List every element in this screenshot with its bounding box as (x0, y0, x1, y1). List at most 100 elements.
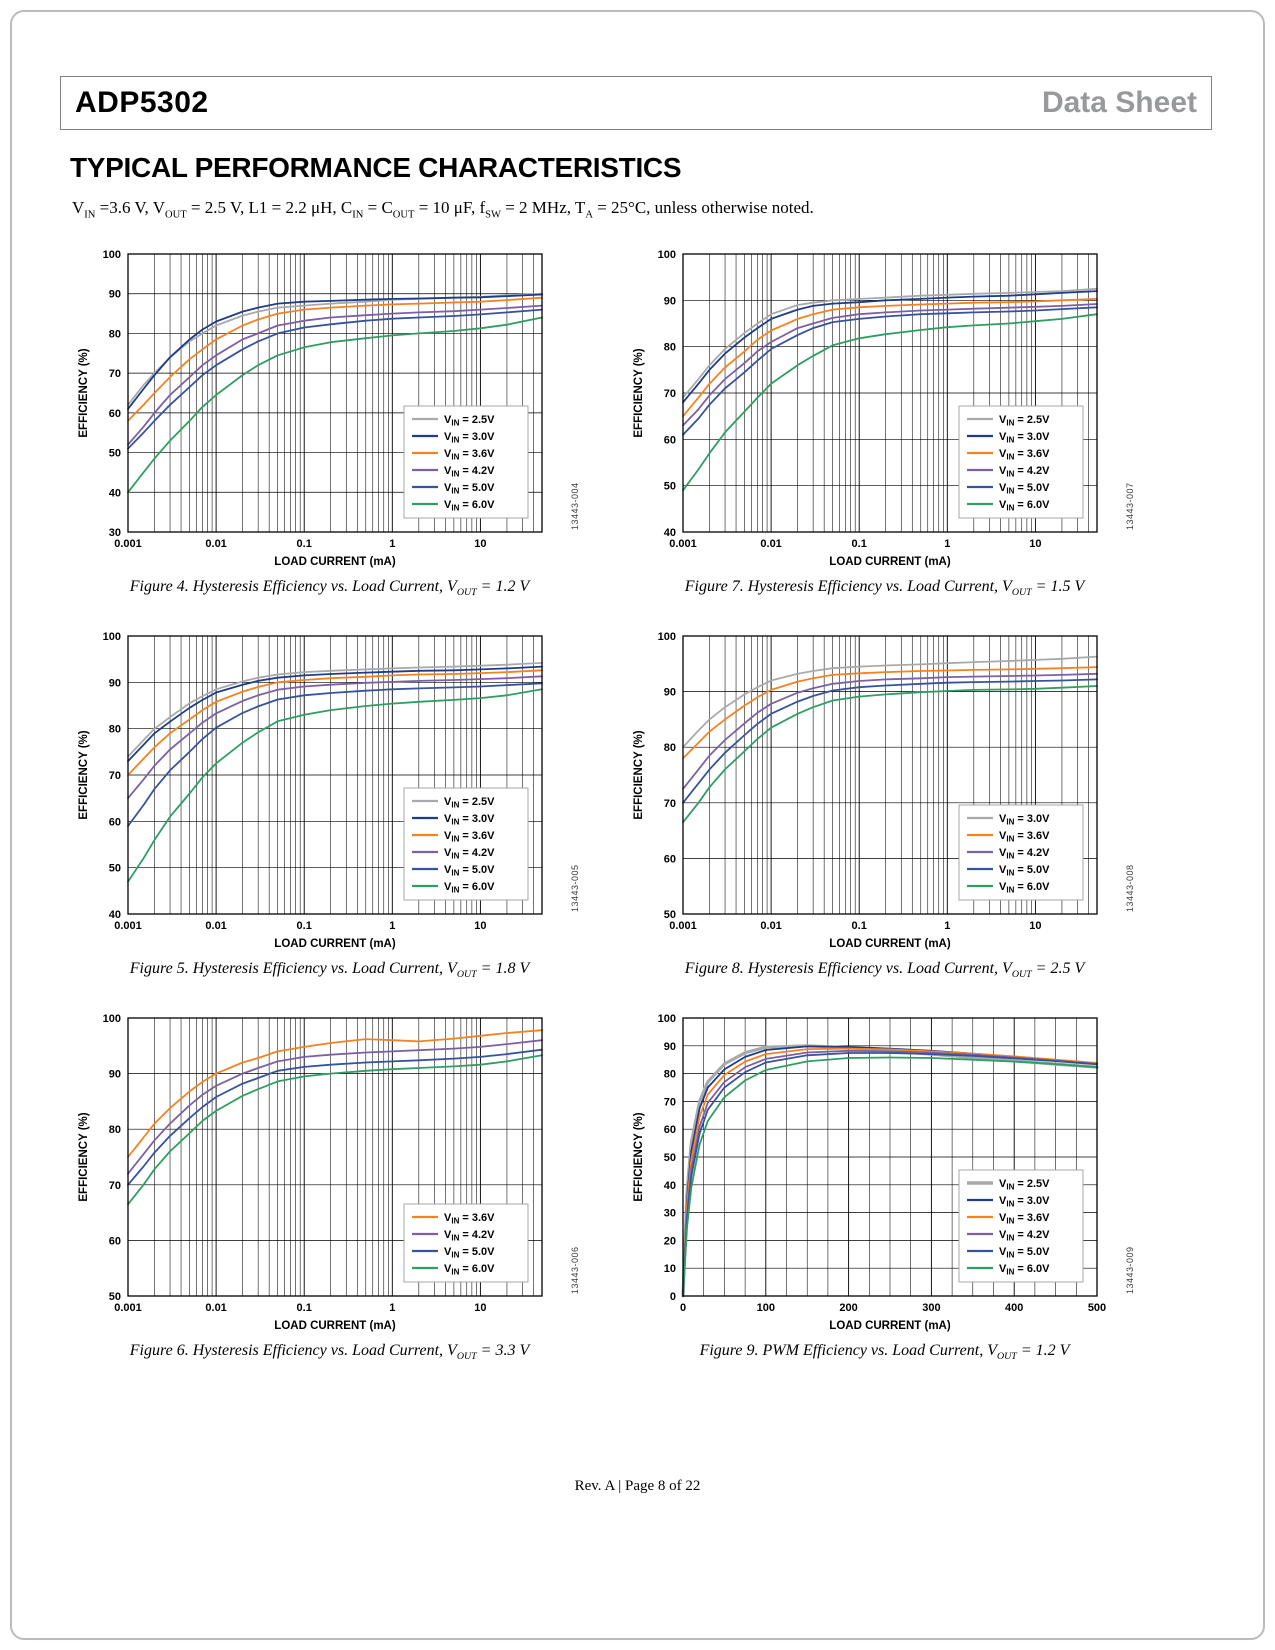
svg-text:13443-007: 13443-007 (1125, 482, 1135, 530)
svg-text:VIN = 3.6V: VIN = 3.6V (444, 1212, 495, 1226)
svg-text:VIN = 3.0V: VIN = 3.0V (999, 1195, 1050, 1209)
svg-text:0.001: 0.001 (114, 1302, 142, 1314)
figure-caption: Figure 6. Hysteresis Efficiency vs. Load… (129, 1342, 530, 1363)
svg-text:40: 40 (664, 527, 676, 539)
svg-text:90: 90 (109, 289, 121, 301)
svg-text:50: 50 (109, 1291, 121, 1303)
svg-text:LOAD CURRENT (mA): LOAD CURRENT (mA) (829, 556, 951, 568)
svg-text:80: 80 (109, 328, 121, 340)
svg-text:1: 1 (389, 1302, 395, 1314)
svg-text:100: 100 (103, 631, 121, 643)
svg-text:100: 100 (757, 1302, 775, 1314)
svg-text:0.001: 0.001 (669, 538, 697, 550)
chart-figure-5: 0.001 0.01 0.1 1 10 40 50 60 70 80 90 100 LOAD CURRE… (72, 622, 587, 981)
svg-text:0.1: 0.1 (852, 538, 867, 550)
svg-text:10: 10 (474, 920, 486, 932)
svg-text:60: 60 (109, 816, 121, 828)
svg-text:0.1: 0.1 (297, 920, 312, 932)
svg-text:80: 80 (664, 342, 676, 354)
svg-text:EFFICIENCY (%): EFFICIENCY (%) (633, 1112, 645, 1201)
svg-text:EFFICIENCY (%): EFFICIENCY (%) (78, 1112, 90, 1201)
svg-text:0.001: 0.001 (114, 920, 142, 932)
svg-text:70: 70 (664, 798, 676, 810)
svg-text:1: 1 (389, 920, 395, 932)
svg-text:VIN = 6.0V: VIN = 6.0V (444, 1263, 495, 1277)
svg-text:10: 10 (474, 538, 486, 550)
svg-text:100: 100 (658, 249, 676, 261)
svg-text:VIN = 5.0V: VIN = 5.0V (444, 1246, 495, 1260)
svg-text:VIN = 3.0V: VIN = 3.0V (999, 813, 1050, 827)
efficiency-chart-vout-1v8: 0.001 0.01 0.1 1 10 40 50 60 70 80 90 100 LOAD CURRE… (78, 631, 580, 950)
svg-text:70: 70 (109, 1180, 121, 1192)
svg-text:0: 0 (670, 1291, 676, 1303)
svg-text:10: 10 (474, 1302, 486, 1314)
svg-text:70: 70 (109, 770, 121, 782)
svg-text:0.001: 0.001 (669, 920, 697, 932)
svg-text:400: 400 (1005, 1302, 1023, 1314)
svg-text:VIN = 5.0V: VIN = 5.0V (999, 864, 1050, 878)
svg-text:VIN = 4.2V: VIN = 4.2V (444, 847, 495, 861)
svg-text:VIN = 2.5V: VIN = 2.5V (999, 1178, 1050, 1192)
svg-text:200: 200 (839, 1302, 857, 1314)
section-title: TYPICAL PERFORMANCE CHARACTERISTICS (70, 152, 682, 183)
svg-text:500: 500 (1088, 1302, 1106, 1314)
svg-text:0.01: 0.01 (205, 1302, 226, 1314)
chart-figure-8: 0.001 0.01 0.1 1 10 50 60 70 80 90 100 LOAD CURRENT… (627, 622, 1142, 981)
svg-text:0.01: 0.01 (760, 920, 781, 932)
svg-text:VIN = 3.6V: VIN = 3.6V (444, 830, 495, 844)
svg-text:70: 70 (664, 388, 676, 400)
figure-caption: Figure 8. Hysteresis Efficiency vs. Load… (684, 960, 1085, 981)
svg-text:0.1: 0.1 (297, 1302, 312, 1314)
svg-text:100: 100 (103, 1013, 121, 1025)
svg-text:40: 40 (109, 909, 121, 921)
svg-text:0.001: 0.001 (114, 538, 142, 550)
svg-text:LOAD CURRENT (mA): LOAD CURRENT (mA) (274, 938, 396, 950)
svg-text:VIN = 3.6V: VIN = 3.6V (999, 1212, 1050, 1226)
efficiency-chart-vout-1v2: 0.001 0.01 0.1 1 10 30 40 50 60 70 80 90 100 LOAD CUR… (78, 249, 580, 568)
svg-text:0.1: 0.1 (297, 538, 312, 550)
chart-figure-9: 0 100 200 300 400 500 0 10 20 30 40 50 60 70 80 90 100 LO… (627, 1004, 1142, 1362)
svg-text:10: 10 (1029, 538, 1041, 550)
svg-text:VIN = 5.0V: VIN = 5.0V (444, 482, 495, 496)
svg-text:70: 70 (664, 1096, 676, 1108)
svg-text:13443-009: 13443-009 (1125, 1246, 1135, 1294)
svg-text:VIN = 5.0V: VIN = 5.0V (444, 864, 495, 878)
figure-caption: Figure 7. Hysteresis Efficiency vs. Load… (684, 578, 1085, 599)
svg-text:1: 1 (389, 538, 395, 550)
svg-text:VIN = 2.5V: VIN = 2.5V (444, 796, 495, 810)
svg-text:90: 90 (109, 1069, 121, 1081)
svg-text:VIN = 3.6V: VIN = 3.6V (999, 830, 1050, 844)
svg-text:30: 30 (109, 527, 121, 539)
svg-text:EFFICIENCY (%): EFFICIENCY (%) (633, 348, 645, 437)
svg-text:80: 80 (109, 1124, 121, 1136)
svg-text:80: 80 (664, 1069, 676, 1081)
svg-text:300: 300 (922, 1302, 940, 1314)
efficiency-chart-vout-3v3: 0.001 0.01 0.1 1 10 50 60 70 80 90 100 LOAD CURRENT… (78, 1013, 580, 1332)
conditions-text: VIN =3.6 V, VOUT = 2.5 V, L1 = 2.2 μH, C… (72, 198, 814, 221)
svg-text:VIN = 5.0V: VIN = 5.0V (999, 1246, 1050, 1260)
figure-caption: Figure 5. Hysteresis Efficiency vs. Load… (129, 960, 530, 981)
svg-text:1: 1 (944, 538, 950, 550)
svg-text:100: 100 (103, 249, 121, 261)
chart-figure-6: 0.001 0.01 0.1 1 10 50 60 70 80 90 100 LOAD CURRENT… (72, 1004, 587, 1363)
charts-grid: 0.001 0.01 0.1 1 10 30 40 50 60 70 80 90 100 LOAD CUR… (72, 240, 1142, 1363)
svg-text:VIN = 6.0V: VIN = 6.0V (999, 1263, 1050, 1277)
svg-text:50: 50 (664, 481, 676, 493)
svg-text:100: 100 (658, 1013, 676, 1025)
svg-text:60: 60 (109, 408, 121, 420)
svg-text:60: 60 (664, 853, 676, 865)
header: ADP5302 Data Sheet (60, 76, 1212, 130)
svg-text:100: 100 (658, 631, 676, 643)
svg-text:90: 90 (664, 295, 676, 307)
svg-text:LOAD CURRENT (mA): LOAD CURRENT (mA) (274, 556, 396, 568)
svg-text:VIN = 2.5V: VIN = 2.5V (999, 414, 1050, 428)
svg-text:60: 60 (664, 1124, 676, 1136)
svg-text:VIN = 4.2V: VIN = 4.2V (999, 465, 1050, 479)
svg-text:VIN = 3.6V: VIN = 3.6V (999, 448, 1050, 462)
svg-text:VIN = 5.0V: VIN = 5.0V (999, 482, 1050, 496)
efficiency-chart-vout-2v5: 0.001 0.01 0.1 1 10 50 60 70 80 90 100 LOAD CURRENT… (633, 631, 1135, 950)
svg-text:0.01: 0.01 (205, 920, 226, 932)
svg-text:VIN = 3.0V: VIN = 3.0V (999, 431, 1050, 445)
svg-text:40: 40 (664, 1180, 676, 1192)
svg-text:LOAD CURRENT (mA): LOAD CURRENT (mA) (274, 1320, 396, 1332)
